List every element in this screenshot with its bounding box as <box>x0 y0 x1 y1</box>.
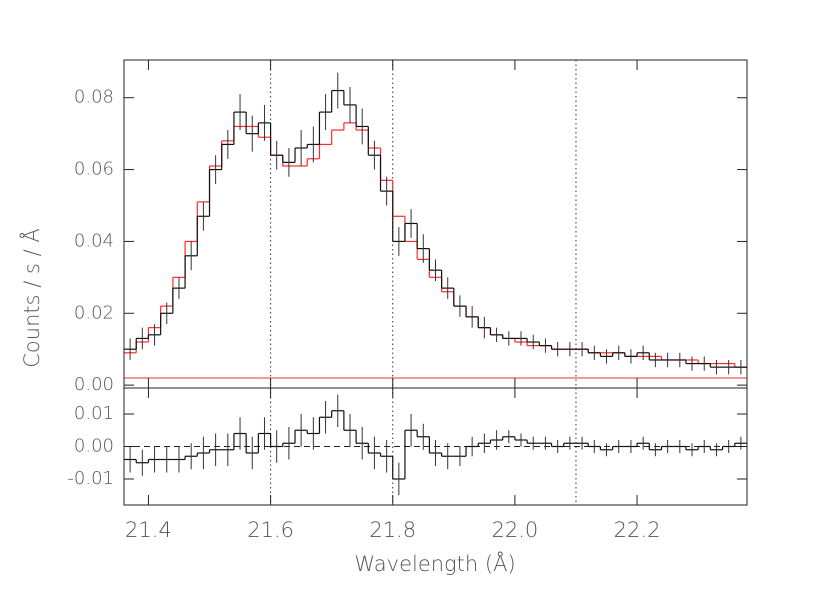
x-tick-label: 21.8 <box>369 518 416 542</box>
x-axis-label: Wavelength (Å) <box>354 551 515 576</box>
y-tick-label: 0.00 <box>74 374 114 395</box>
y-tick-label: 0.06 <box>74 159 114 180</box>
y-tick-label: 0.00 <box>74 436 114 457</box>
y-tick-label: -0.01 <box>67 468 114 489</box>
panel-frame <box>123 59 748 389</box>
x-tick-label: 21.6 <box>247 518 294 542</box>
x-tick-label: 22.0 <box>492 518 539 542</box>
y-tick-label: 0.01 <box>74 403 114 424</box>
x-tick-label: 21.4 <box>125 518 172 542</box>
x-tick-label: 22.2 <box>614 518 661 542</box>
y-tick-label: 0.08 <box>74 87 114 108</box>
y-axis-label: Counts / s / Å <box>19 228 44 367</box>
y-tick-label: 0.02 <box>74 302 114 323</box>
y-tick-label: 0.04 <box>74 230 114 251</box>
